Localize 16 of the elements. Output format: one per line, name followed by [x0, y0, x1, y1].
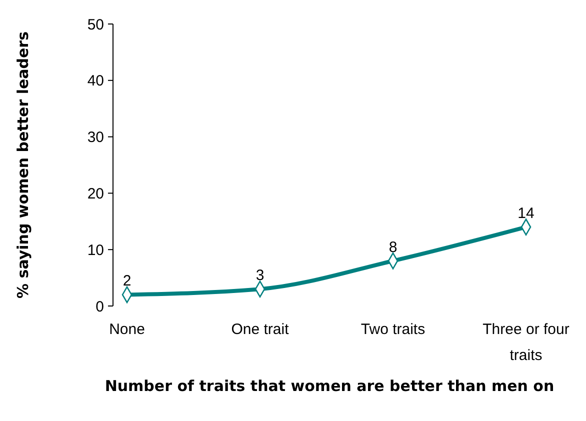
y-tick-label: 40	[87, 72, 104, 90]
y-tick-label: 30	[87, 129, 104, 146]
y-tick-label: 20	[87, 185, 104, 202]
x-tick-label: None	[109, 321, 145, 338]
data-label: 14	[518, 205, 534, 222]
x-axis-title: Number of traits that women are better than men on	[104, 377, 554, 395]
x-tick-label: Two traits	[360, 321, 426, 338]
data-label: 2	[122, 272, 132, 290]
data-label: 8	[388, 238, 398, 256]
y-tick-label: 0	[96, 298, 104, 316]
x-tick-label: One trait	[231, 321, 290, 338]
y-tick-label: 10	[87, 242, 104, 259]
x-tick-label: Three or four traits	[482, 321, 570, 364]
data-label: 3	[256, 267, 264, 284]
y-tick-label: 50	[87, 16, 104, 34]
y-axis-title: % saying women better leaders	[14, 31, 32, 298]
